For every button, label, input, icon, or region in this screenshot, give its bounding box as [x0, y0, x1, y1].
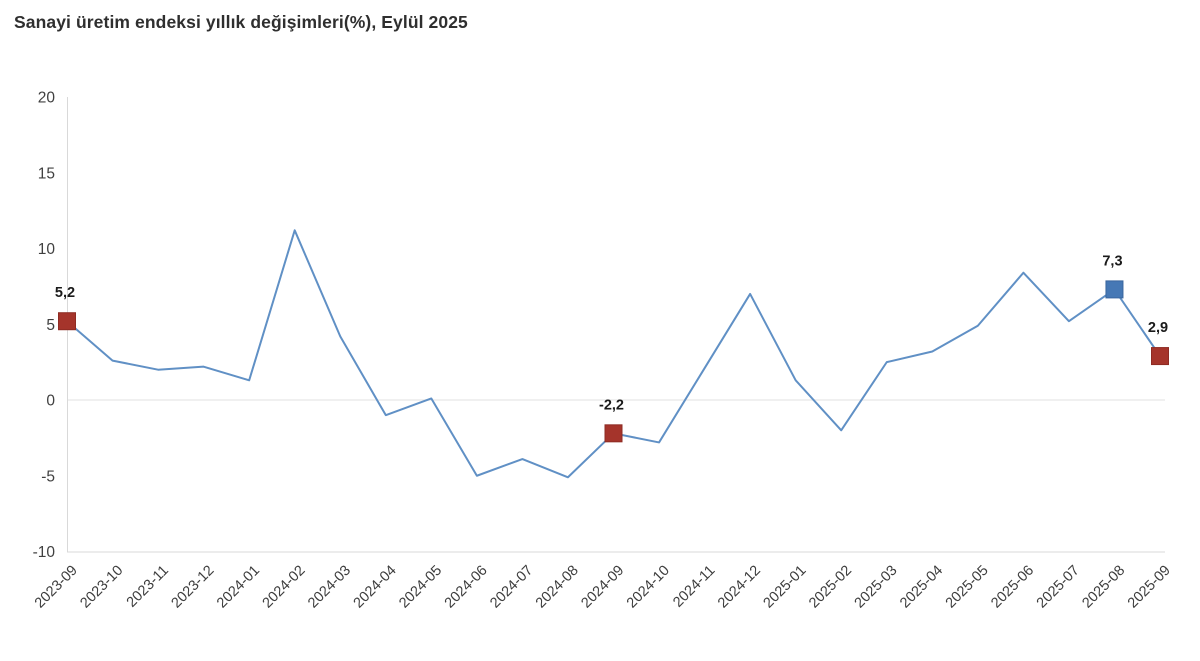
x-axis-tick-label: 2023-10: [77, 563, 126, 612]
y-axis-tick-label: 0: [46, 393, 55, 410]
y-axis-tick-label: 5: [46, 317, 55, 334]
x-axis-tick-label: 2025-01: [761, 563, 810, 612]
x-axis-tick-label: 2025-04: [897, 563, 946, 612]
data-point-marker: [1105, 280, 1124, 299]
x-axis-tick-label: 2024-03: [305, 563, 354, 612]
x-axis-tick-label: 2025-09: [1125, 563, 1174, 612]
x-axis-tick-label: 2024-08: [533, 563, 582, 612]
x-axis-tick-label: 2024-06: [442, 563, 491, 612]
data-point-marker: [604, 424, 623, 443]
x-axis-tick-label: 2023-12: [169, 563, 218, 612]
data-point-label: -2,2: [599, 397, 624, 413]
y-axis-tick-label: 10: [38, 241, 56, 258]
x-axis-tick-label: 2024-05: [396, 563, 445, 612]
x-axis-tick-label: 2025-05: [943, 563, 992, 612]
data-point-marker: [1151, 347, 1169, 366]
x-axis-tick-label: 2024-10: [624, 563, 673, 612]
x-axis-tick-label: 2024-11: [670, 563, 718, 611]
y-axis-tick-label: -5: [41, 468, 55, 485]
data-point-label: 5,2: [55, 285, 75, 301]
x-axis-tick-label: 2025-06: [988, 563, 1037, 612]
x-axis-tick-label: 2025-02: [806, 563, 855, 612]
x-axis-tick-label: 2023-11: [124, 563, 172, 611]
x-axis-tick-label: 2024-04: [351, 563, 400, 612]
x-axis-tick-label: 2025-07: [1034, 563, 1083, 612]
chart-title: Sanayi üretim endeksi yıllık değişimleri…: [14, 12, 468, 32]
y-axis-tick-label: 15: [38, 165, 55, 182]
data-point-label: 2,9: [1148, 320, 1168, 336]
y-axis-tick-label: -10: [33, 544, 56, 561]
x-axis-tick-label: 2024-09: [578, 563, 627, 612]
x-axis-tick-label: 2025-03: [852, 563, 901, 612]
data-point-label: 7,3: [1102, 253, 1122, 269]
data-point-marker: [58, 312, 76, 331]
x-axis-tick-label: 2024-12: [715, 563, 764, 612]
x-axis-tick-label: 2025-08: [1079, 563, 1128, 612]
x-axis-tick-label: 2024-02: [260, 563, 309, 612]
x-axis-tick-label: 2023-09: [32, 563, 81, 612]
x-axis-tick-label: 2024-01: [214, 563, 263, 612]
x-axis-tick-label: 2024-07: [487, 563, 536, 612]
y-axis-tick-label: 20: [38, 90, 56, 107]
